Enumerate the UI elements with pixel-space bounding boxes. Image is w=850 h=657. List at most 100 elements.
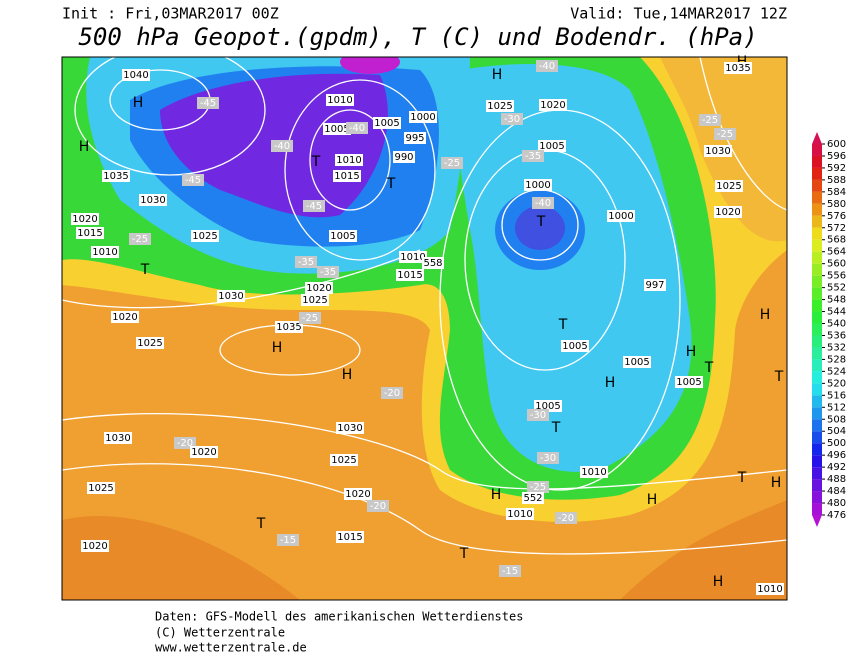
isobar-label: 1020 <box>82 541 107 552</box>
temperature-label: -25 <box>717 129 733 140</box>
colorbar-label: 516 <box>827 390 846 401</box>
footer-url: www.wetterzentrale.de <box>155 641 307 655</box>
colorbar-label: 508 <box>827 414 846 425</box>
isobar-label: 1005 <box>676 377 701 388</box>
isobar-label-box <box>344 488 372 500</box>
isobar-label-box <box>122 69 150 81</box>
isobar-label: 1020 <box>306 283 331 294</box>
colorbar-label: 520 <box>827 378 846 389</box>
temperature-label-box <box>699 114 721 126</box>
isobar-label-box <box>323 123 351 135</box>
high-pressure-marker: H <box>647 492 658 508</box>
isobar-label: 1020 <box>112 312 137 323</box>
isobar-label: 1005 <box>374 118 399 129</box>
colorbar-label: 500 <box>827 438 846 449</box>
isobar-label-box <box>87 482 115 494</box>
isobar-label: 552 <box>523 493 542 504</box>
isobar-label-box <box>190 446 218 458</box>
isobar-label: 1015 <box>337 532 362 543</box>
colorbar-segment <box>812 299 822 312</box>
isobar-label-box <box>336 531 364 543</box>
temperature-label-box <box>527 409 549 421</box>
title: 500 hPa Geopot.(gpdm), T (C) und Bodendr… <box>78 23 757 51</box>
colorbar-segment <box>812 359 822 372</box>
colorbar-segment <box>812 275 822 288</box>
isobar-label-box <box>522 492 544 504</box>
low-pressure-marker: T <box>256 516 266 532</box>
colorbar-segment <box>812 467 822 480</box>
isobar-label: 1005 <box>324 124 349 135</box>
isobar-label: 1025 <box>716 181 741 192</box>
isobar-label-box <box>326 94 354 106</box>
isobar-label-box <box>76 227 104 239</box>
isobar-label: 1020 <box>540 100 565 111</box>
isobar-label-box <box>71 213 99 225</box>
isobar-label-box <box>136 337 164 349</box>
isobar-label: 1010 <box>336 155 361 166</box>
temperature-label: -15 <box>502 566 518 577</box>
temperature-label: -20 <box>177 438 193 449</box>
colorbar-label: 596 <box>827 151 846 162</box>
colorbar-label: 584 <box>827 187 846 198</box>
temperature-label: -40 <box>535 198 551 209</box>
low-pressure-marker: T <box>551 420 561 436</box>
isobar-label-box <box>506 508 534 520</box>
temperature-label: -20 <box>558 513 574 524</box>
colorbar-label: 564 <box>827 247 846 258</box>
temperature-label: -30 <box>540 453 556 464</box>
temperature-label: -25 <box>702 115 718 126</box>
isobar-label-box <box>396 269 424 281</box>
isobar-label: 1025 <box>88 483 113 494</box>
isobar-label: 1020 <box>191 447 216 458</box>
colorbar-label: 504 <box>827 426 846 437</box>
colorbar-segment <box>812 347 822 360</box>
high-pressure-marker: H <box>713 574 724 590</box>
colorbar-label: 484 <box>827 486 846 497</box>
isobar-label-box <box>81 540 109 552</box>
high-pressure-marker: H <box>492 67 503 83</box>
temperature-label: -20 <box>370 501 386 512</box>
isobar-label-box <box>139 194 167 206</box>
temperature-label: -35 <box>525 151 541 162</box>
high-pressure-marker: H <box>760 307 771 323</box>
high-pressure-marker: H <box>491 487 502 503</box>
temperature-label-box <box>182 174 204 186</box>
colorbar-label: 568 <box>827 235 846 246</box>
colorbar-segment <box>812 407 822 420</box>
isobar-label: 990 <box>394 152 413 163</box>
isobar-label: 1020 <box>72 214 97 225</box>
low-pressure-marker: T <box>140 262 150 278</box>
isobar-label-box <box>111 311 139 323</box>
temperature-label: -45 <box>306 201 322 212</box>
footer-source: Daten: GFS-Modell des amerikanischen Wet… <box>155 610 523 624</box>
isobar-label-box <box>399 251 427 263</box>
isobar-label-box <box>404 132 426 144</box>
magenta-area <box>340 57 400 74</box>
colorbar-segment <box>812 443 822 456</box>
colorbar-segment <box>812 455 822 468</box>
temperature-label-box <box>522 150 544 162</box>
colorbar-bottom-arrow <box>812 515 822 527</box>
isobar-label: 997 <box>645 280 664 291</box>
colorbar-segment <box>812 227 822 240</box>
colorbar-segment <box>812 191 822 204</box>
isobar-label: 1030 <box>218 291 243 302</box>
colorbar-segment <box>812 287 822 300</box>
colorbar-label: 572 <box>827 223 846 234</box>
colorbar-label: 512 <box>827 402 846 413</box>
temperature-label-box <box>197 97 219 109</box>
high-pressure-marker: H <box>605 375 616 391</box>
temperature-label-box <box>299 312 321 324</box>
low-pressure-marker: T <box>737 470 747 486</box>
valid-time: Valid: Tue,14MAR2017 12Z <box>570 5 787 23</box>
isobar-label: 1030 <box>337 423 362 434</box>
colorbar-label: 528 <box>827 354 846 365</box>
isobar-label-box <box>333 170 361 182</box>
isobar-label: 1005 <box>562 341 587 352</box>
isobar-label-box <box>486 100 514 112</box>
temperature-label: -40 <box>349 123 365 134</box>
temperature-label-box <box>499 565 521 577</box>
colorbar-segment <box>812 251 822 264</box>
low-pressure-marker: T <box>774 369 784 385</box>
colorbar-segment <box>812 503 822 515</box>
